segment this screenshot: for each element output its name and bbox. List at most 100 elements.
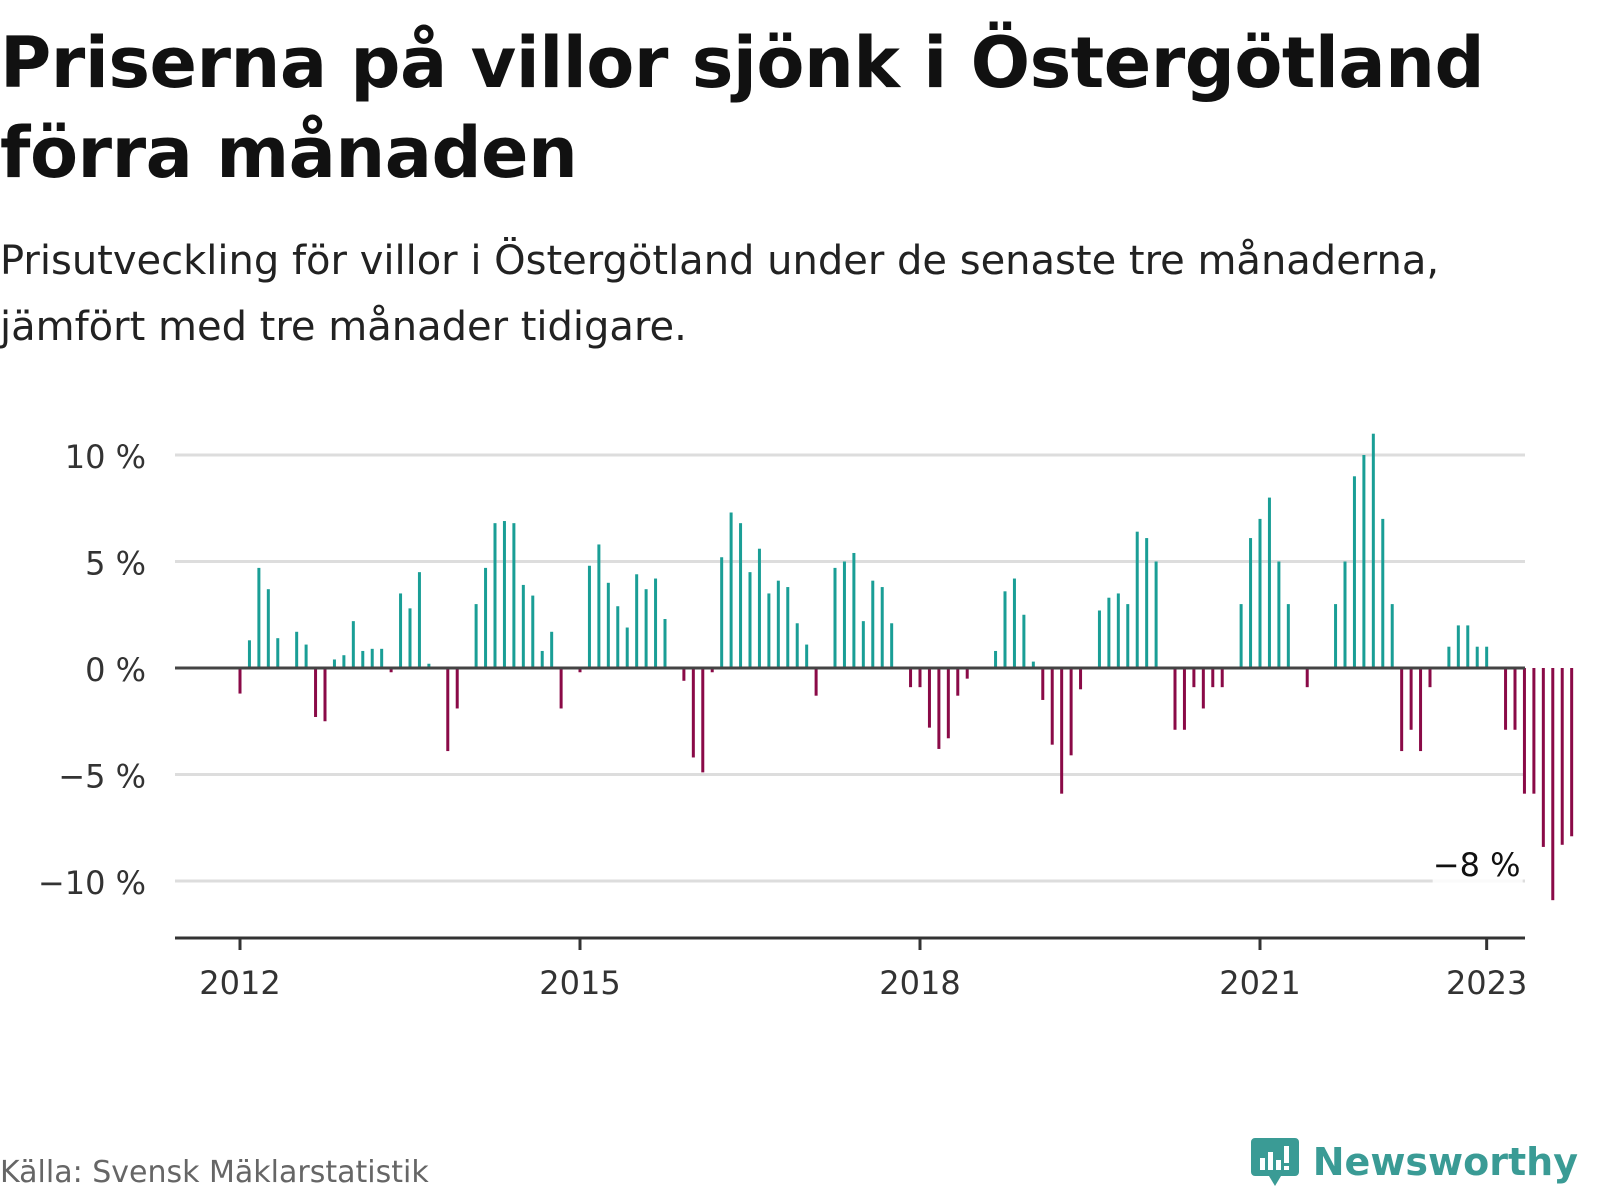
bar <box>521 584 525 668</box>
bar <box>342 655 346 668</box>
bar <box>965 668 969 679</box>
bar <box>1551 668 1555 901</box>
bar <box>502 521 506 668</box>
bar-chart: 10 % 5 % 0 % −5 % −10 % 2012 2015 2018 2021 2023… <box>38 433 1574 1002</box>
bar <box>427 663 431 668</box>
bar <box>909 668 913 688</box>
bar <box>1409 668 1413 730</box>
bar <box>1428 668 1432 688</box>
bar <box>739 523 743 668</box>
brand-logo[interactable]: Newsworthy <box>1250 1134 1578 1190</box>
y-axis-ticks: 10 % 5 % 0 % −5 % −10 % <box>38 438 146 902</box>
bar <box>1173 668 1177 730</box>
bar <box>1031 661 1035 668</box>
bar <box>663 619 667 668</box>
bar <box>1390 604 1394 668</box>
newsworthy-logo-icon <box>1250 1138 1299 1186</box>
bar <box>455 668 459 709</box>
bar <box>1362 455 1366 668</box>
bar <box>729 512 733 668</box>
chart-subtitle: Prisutveckling för villor i Östergötland… <box>0 238 1440 350</box>
bar <box>531 595 535 668</box>
bar <box>1277 561 1281 668</box>
bar <box>389 668 393 673</box>
bar <box>654 578 658 668</box>
bar <box>1286 604 1290 668</box>
bar <box>484 567 488 668</box>
y-tick-label: 0 % <box>85 651 146 689</box>
bar <box>701 668 705 773</box>
bar <box>1419 668 1423 752</box>
bar <box>1371 433 1375 668</box>
bar <box>776 580 780 668</box>
bar <box>606 582 610 668</box>
bar <box>247 640 251 668</box>
bar <box>1258 518 1262 668</box>
bar <box>635 574 639 668</box>
bar <box>550 631 554 668</box>
bar <box>1012 578 1016 668</box>
bar <box>512 523 516 668</box>
bar <box>1447 646 1451 668</box>
x-tick-label: 2021 <box>1219 964 1300 1002</box>
bar <box>266 589 270 668</box>
bar <box>1135 531 1139 668</box>
bar <box>1192 668 1196 688</box>
bar <box>710 668 714 673</box>
bar <box>927 668 931 728</box>
annotation-background <box>1432 845 1523 885</box>
bar <box>682 668 686 681</box>
bar <box>587 565 591 668</box>
bar <box>1107 597 1111 668</box>
bar <box>361 650 365 668</box>
bar <box>399 593 403 668</box>
y-tick-label: 10 % <box>65 438 146 476</box>
bar <box>1060 668 1064 794</box>
bar <box>1041 668 1045 700</box>
bar <box>1003 591 1007 668</box>
bar <box>408 608 412 668</box>
bar <box>833 567 837 668</box>
bar <box>786 587 790 668</box>
bar <box>540 650 544 668</box>
bar <box>890 623 894 668</box>
brand-name: Newsworthy <box>1312 1140 1578 1184</box>
gridlines <box>175 453 1525 883</box>
bar <box>1570 668 1574 837</box>
bar <box>1211 668 1215 688</box>
x-tick-label: 2015 <box>539 964 620 1002</box>
bar <box>1343 561 1347 668</box>
source-note: Källa: Svensk Mäklarstatistik <box>0 1155 429 1190</box>
bar <box>474 604 478 668</box>
bar <box>1456 625 1460 668</box>
bar <box>380 648 384 668</box>
bar <box>559 668 563 709</box>
bar <box>1485 646 1489 668</box>
bar <box>946 668 950 739</box>
bar <box>1201 668 1205 709</box>
bar <box>795 623 799 668</box>
bar <box>1381 518 1385 668</box>
bar <box>1400 668 1404 752</box>
bar <box>1126 604 1130 668</box>
bar <box>748 572 752 668</box>
bar <box>578 668 582 673</box>
bar <box>332 659 336 668</box>
y-tick-label: −10 % <box>38 864 146 902</box>
x-tick-label: 2023 <box>1446 964 1527 1002</box>
bar <box>720 557 724 668</box>
bar <box>757 548 761 668</box>
bar <box>852 552 856 668</box>
bar <box>767 593 771 668</box>
y-tick-label: −5 % <box>58 758 146 796</box>
bar <box>1334 604 1338 668</box>
bars <box>175 433 1574 901</box>
x-axis: 2012 2015 2018 2021 2023 <box>175 936 1527 1002</box>
bar <box>625 627 629 668</box>
bar <box>994 650 998 668</box>
bar <box>1352 476 1356 668</box>
bar <box>1069 668 1073 756</box>
bar <box>1239 604 1243 668</box>
bar <box>1050 668 1054 745</box>
bar <box>918 668 922 688</box>
